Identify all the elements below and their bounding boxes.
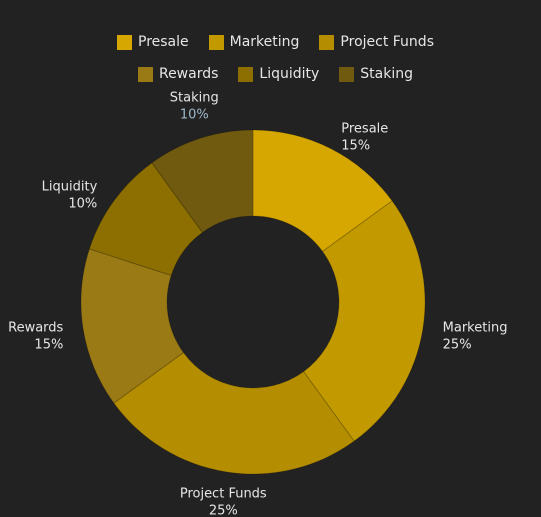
legend-item-liquidity[interactable]: Liquidity: [238, 66, 319, 82]
slice-label-rewards: Rewards: [8, 321, 63, 336]
legend-swatch-staking: [339, 66, 355, 82]
slice-rewards[interactable]: [80, 248, 185, 404]
slice-label-marketing: Marketing: [443, 321, 508, 336]
legend-row-1: Presale Marketing Project Funds: [0, 34, 541, 50]
legend-label-marketing: Marketing: [229, 34, 300, 50]
donut-slices: [80, 129, 426, 475]
legend-item-project-funds[interactable]: Project Funds: [319, 34, 434, 50]
legend-label-staking: Staking: [360, 66, 414, 82]
legend-label-liquidity: Liquidity: [259, 66, 320, 82]
slice-labels: Presale 15% Marketing 25% Project Funds 25% Re…: [8, 90, 507, 517]
slice-presale[interactable]: [252, 129, 393, 253]
slice-liquidity[interactable]: [88, 162, 204, 277]
legend-item-marketing[interactable]: Marketing: [208, 34, 300, 50]
slice-staking[interactable]: [151, 129, 254, 234]
legend-label-presale: Presale: [138, 34, 189, 50]
slice-label-liquidity: Liquidity: [42, 179, 98, 194]
slice-label-presale: Presale: [341, 122, 388, 137]
slice-value-marketing: 25%: [443, 338, 472, 353]
slice-value-liquidity: 10%: [68, 196, 97, 211]
slice-project-funds[interactable]: [113, 351, 355, 475]
legend-row-2: Rewards Liquidity Staking: [0, 66, 541, 82]
slice-value-rewards: 15%: [34, 338, 63, 353]
legend-swatch-liquidity: [238, 66, 254, 82]
slice-label-staking: Staking: [170, 90, 219, 105]
legend-swatch-project-funds: [319, 34, 335, 50]
legend-label-project-funds: Project Funds: [340, 34, 434, 50]
legend-item-staking[interactable]: Staking: [339, 66, 413, 82]
legend-swatch-marketing: [208, 34, 224, 50]
legend-item-presale[interactable]: Presale: [117, 34, 189, 50]
slice-marketing[interactable]: [302, 200, 426, 442]
slice-label-project-funds: Project Funds: [180, 487, 267, 502]
legend-swatch-presale: [117, 34, 132, 50]
slice-value-project-funds: 25%: [209, 504, 238, 517]
slice-value-staking: 10%: [180, 107, 209, 122]
legend-swatch-rewards: [137, 66, 153, 82]
slice-value-presale: 15%: [341, 139, 370, 154]
legend-label-rewards: Rewards: [158, 66, 219, 82]
legend-item-rewards[interactable]: Rewards: [137, 66, 219, 82]
